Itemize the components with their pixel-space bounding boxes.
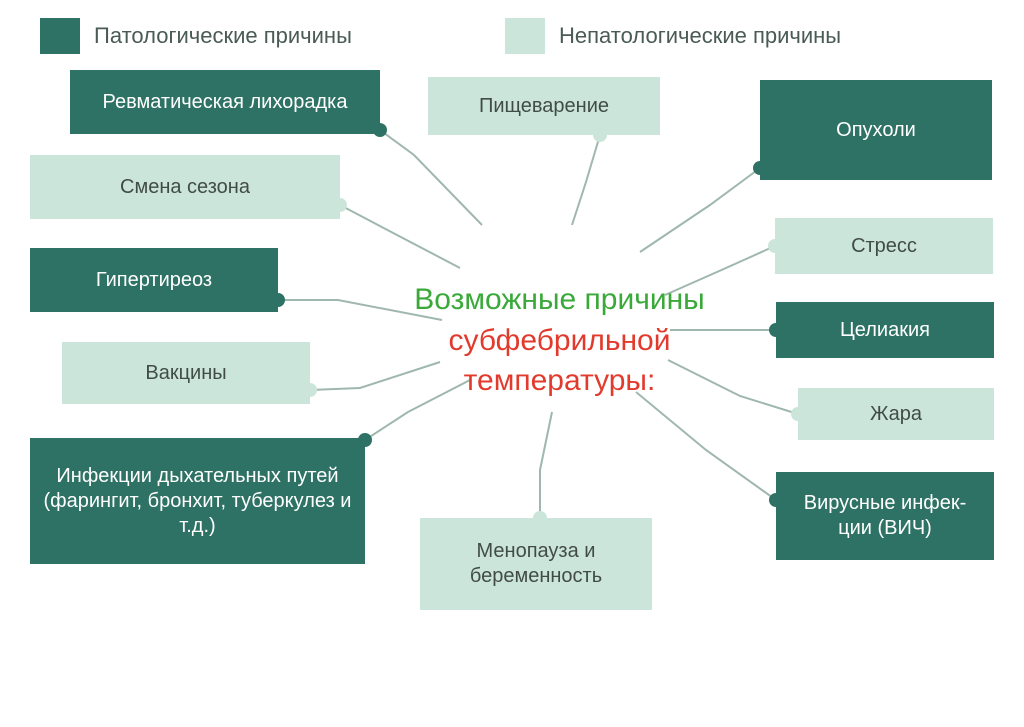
legend-pathological-label: Патологические причины [94,23,352,49]
box-tumors: Опухоли [760,80,992,180]
box-celiac: Целиакия [776,302,994,358]
box-stress: Стресс [775,218,993,274]
box-rheumatic: Ревматическая лихорадка [70,70,380,134]
box-hyperthyroid: Гипертиреоз [30,248,278,312]
box-menopause: Менопауза и беременность [420,518,652,610]
center-line1: Возможные причины [412,280,707,321]
center-title: Возможные причины субфебрильной температ… [412,280,707,402]
box-hiv: Вирусные инфек- ции (ВИЧ) [776,472,994,560]
connector-line [540,412,552,518]
diagram-canvas: Патологические причины Непатологические … [0,0,1024,727]
legend-pathological: Патологические причины [40,18,352,54]
connector-line [640,168,760,252]
box-season: Смена сезона [30,155,340,219]
connector-line [380,130,482,225]
connector-line [340,205,460,268]
swatch-pathological [40,18,80,54]
center-line2: субфебрильной температуры: [412,321,707,402]
legend-nonpathological-label: Непатологические причины [559,23,841,49]
box-resp_inf: Инфекции дыхательных путей (фарингит, бр… [30,438,365,564]
box-heat: Жара [798,388,994,440]
box-vaccines: Вакцины [62,342,310,404]
legend-nonpathological: Непатологические причины [505,18,841,54]
swatch-nonpathological [505,18,545,54]
connector-line [572,135,600,225]
box-digestion: Пищеварение [428,77,660,135]
connector-line [636,392,776,500]
